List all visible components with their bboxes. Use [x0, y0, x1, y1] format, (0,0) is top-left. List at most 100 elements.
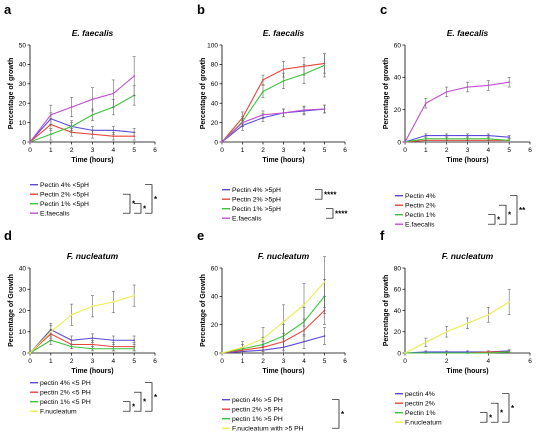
bracket-label: * [132, 402, 136, 411]
bracket-line [123, 193, 131, 214]
y-tick-label: 0 [397, 139, 401, 146]
series-line [221, 335, 325, 354]
data-point [49, 330, 52, 333]
series-3 [221, 256, 326, 354]
legend: Pectin 4% <5pH Pectin 2% <5pH Pectin 1% <5… [30, 182, 158, 218]
y-tick-label: 50 [19, 42, 27, 49]
panel-a: a E. faecalis 0 1 2 3 4 5 6 0 10 20 30 40 50 Time (hour… [4, 2, 158, 218]
bracket-label: * [489, 413, 493, 422]
data-point [303, 73, 305, 75]
series-line [221, 281, 325, 354]
y-axis-label: Percentage of Growth [8, 274, 15, 347]
bracket-line [326, 208, 334, 219]
data-point [508, 139, 511, 142]
series-1 [29, 329, 136, 354]
data-point [466, 322, 469, 325]
significance-bracket: * [332, 399, 345, 429]
legend-entry: Pectin 2% [405, 203, 436, 210]
panel-d: d F. nucleatum 0 1 2 3 4 5 6 0 10 20 30 40 Time (hours… [4, 228, 158, 416]
panel-letter: d [4, 228, 12, 243]
significance-bracket: **** [315, 189, 337, 200]
series-line [29, 333, 135, 354]
x-tick-label: 2 [445, 147, 449, 154]
y-tick-label: 0 [214, 350, 218, 357]
y-tick-label: 40 [211, 101, 219, 108]
y-tick-label: 40 [211, 294, 219, 301]
y-axis-label: Percentage of growth [8, 58, 15, 130]
x-tick-label: 4 [487, 358, 491, 365]
x-tick-label: 6 [343, 147, 347, 154]
data-point [133, 339, 136, 342]
series-line [404, 139, 510, 143]
data-point [241, 346, 244, 349]
data-point [424, 137, 427, 140]
series-3 [221, 104, 326, 143]
y-tick-label: 40 [19, 62, 27, 69]
y-tick-label: 80 [394, 265, 402, 272]
data-point [262, 79, 264, 81]
x-tick-label: 5 [132, 147, 136, 154]
bracket-label: ** [519, 206, 526, 215]
series-3 [404, 77, 511, 143]
data-point [70, 345, 73, 348]
x-tick-label: 5 [132, 358, 136, 365]
significance-bracket: * [491, 402, 504, 423]
significance-bracket: * [134, 203, 147, 214]
y-tick-label: 10 [19, 329, 27, 336]
series-2 [29, 335, 136, 354]
panel-letter: b [197, 2, 205, 17]
bracket-line [134, 203, 142, 214]
series-line [29, 75, 135, 143]
legend: Pectin 4%Pectin 2%Pectin 1%E.faecalis***… [395, 193, 526, 229]
data-point [112, 301, 115, 303]
y-tick-label: 20 [394, 107, 402, 114]
y-tick-label: 20 [394, 329, 402, 336]
panel-letter: e [197, 228, 204, 243]
x-tick-label: 3 [91, 147, 95, 154]
data-point [323, 281, 326, 284]
y-tick-label: 10 [19, 120, 27, 127]
significance-bracket: **** [326, 208, 348, 219]
y-tick-label: 40 [19, 265, 27, 272]
x-tick-label: 0 [220, 147, 224, 154]
series-2 [404, 136, 511, 143]
legend-entry: pectin 1% >5 PH [232, 416, 283, 423]
data-point [445, 137, 448, 140]
bracket-line [480, 412, 488, 423]
x-tick-label: 6 [528, 358, 532, 365]
data-point [508, 301, 511, 303]
x-tick-label: 4 [112, 147, 116, 154]
data-point [91, 347, 94, 350]
series-0 [29, 112, 136, 143]
chart-title: F. nucleatum [67, 251, 119, 261]
data-point [404, 141, 406, 143]
data-point [91, 133, 94, 136]
series-2 [221, 279, 326, 354]
series-line [221, 62, 325, 143]
x-tick-label: 1 [241, 147, 245, 154]
legend: pectin 4% <5 PH pectin 2% <5 PH pectin 1% … [30, 380, 158, 416]
legend: pectin 4% pectin 2% Pectin 1% F.nucleatum * *… [395, 391, 515, 427]
data-point [424, 134, 427, 137]
chart-title: F. nucleatum [258, 251, 310, 261]
data-point [508, 136, 511, 139]
bracket-line [499, 204, 507, 225]
data-point [466, 137, 469, 140]
significance-bracket: ** [510, 195, 526, 225]
significance-bracket: * [145, 184, 158, 214]
y-tick-label: 60 [211, 81, 219, 88]
data-point [487, 352, 490, 354]
x-tick-label: 4 [112, 358, 116, 365]
data-point [445, 352, 448, 354]
bracket-line [123, 401, 131, 412]
x-tick-label: 6 [153, 147, 157, 154]
data-point [424, 341, 427, 344]
x-tick-label: 1 [49, 358, 53, 365]
bracket-label: * [341, 410, 345, 419]
data-point [282, 320, 285, 323]
x-axis-label: Time (hours) [71, 157, 113, 164]
series-line [221, 108, 325, 143]
y-tick-label: 30 [19, 287, 27, 294]
